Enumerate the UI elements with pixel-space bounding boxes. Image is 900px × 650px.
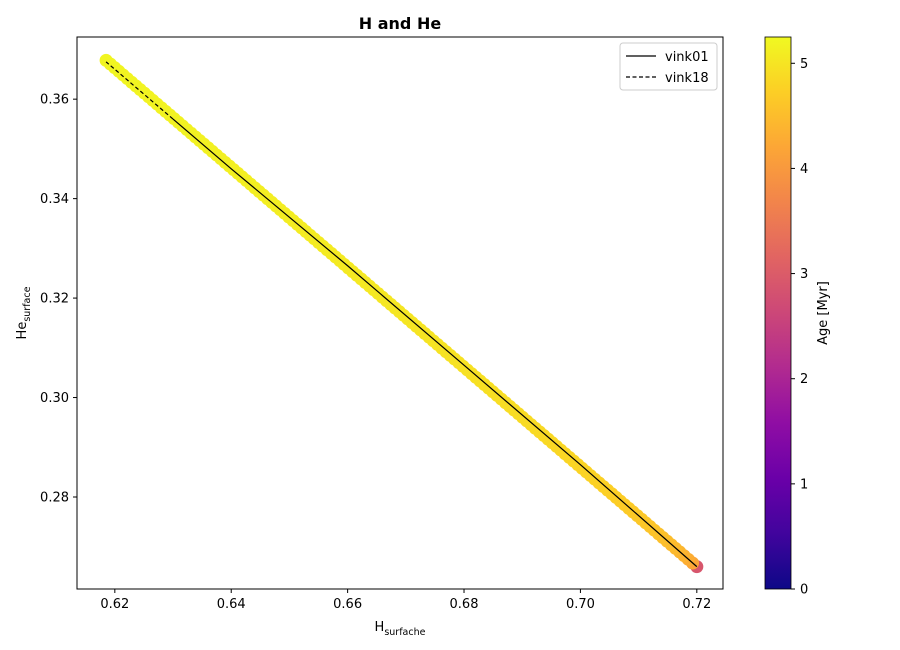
colorbar [764,36,792,590]
scatter-point [99,53,113,67]
chart-title: H and He [359,14,442,33]
y-tick-label: 0.32 [40,292,69,307]
x-axis-ticks: 0.62 0.64 0.66 0.68 0.70 0.72 [100,589,711,612]
plot-frame [76,36,724,590]
series-line-vink01 [172,118,698,568]
legend: vink01 vink18 [619,42,718,91]
legend-label-vink01: vink01 [665,50,709,65]
y-axis-label: Hesurface [15,286,33,339]
colorbar-tick-label: 0 [800,583,808,598]
y-axis-label-sub: surface [22,286,33,321]
y-axis-label-main: He [15,322,30,340]
series-lines [105,61,698,568]
x-axis-label: Hsurfache [375,620,426,638]
x-tick-label: 0.64 [217,597,246,612]
colorbar-tick-label: 4 [800,162,808,177]
y-axis-ticks: 0.28 0.30 0.32 0.34 0.36 [40,93,77,506]
x-tick-label: 0.68 [450,597,479,612]
x-axis-label-main: H [375,620,385,635]
colorbar-tick-label: 1 [800,477,808,492]
x-tick-label: 0.62 [100,597,129,612]
y-tick-label: 0.34 [40,192,69,207]
colorbar-tick-label: 3 [800,267,808,282]
legend-box [619,42,718,91]
colorbar-tick-label: 2 [800,372,808,387]
x-tick-label: 0.70 [566,597,595,612]
colorbar-tick-label: 5 [800,57,808,72]
legend-label-vink18: vink18 [665,71,709,86]
x-axis-label-sub: surfache [384,627,425,638]
y-tick-label: 0.30 [40,391,69,406]
x-tick-label: 0.66 [333,597,362,612]
colorbar-ticks: 0 1 2 3 4 5 [791,57,808,598]
colorbar-label: Age [Myr] [816,281,831,345]
x-tick-label: 0.72 [682,597,711,612]
y-tick-label: 0.36 [40,93,69,108]
y-tick-label: 0.28 [40,491,69,506]
